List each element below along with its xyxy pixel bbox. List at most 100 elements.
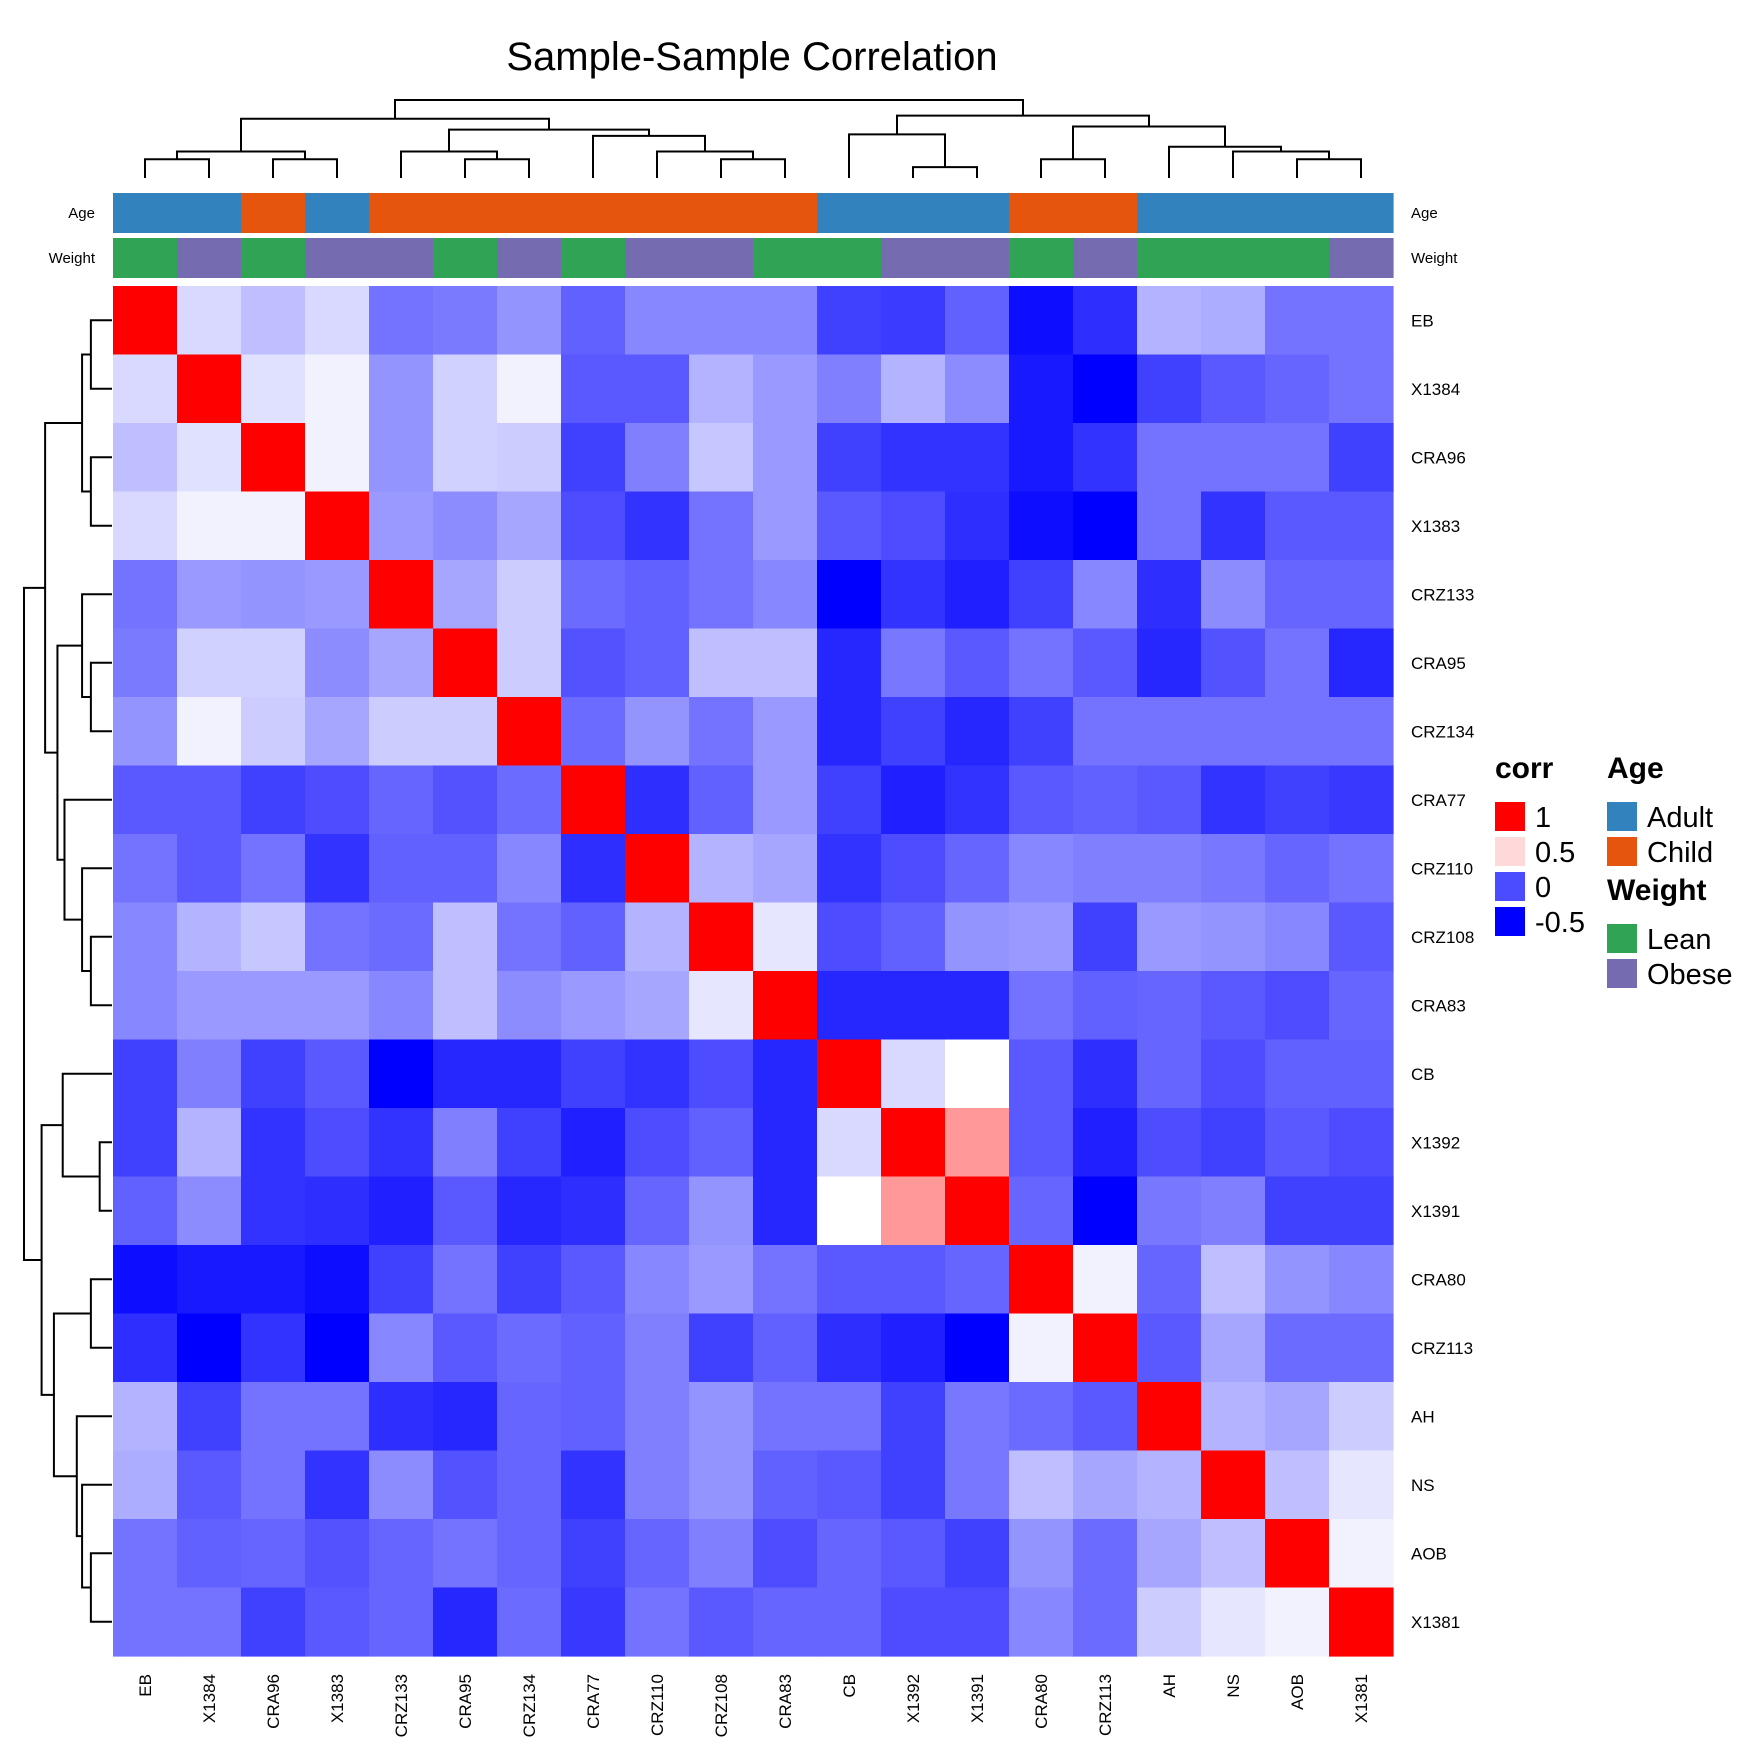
heatmap-cell [625, 628, 690, 698]
heatmap-cell [1073, 423, 1138, 493]
annotation-cell-weight [497, 238, 562, 278]
heatmap-cell [305, 1450, 370, 1520]
annotation-cell-age [241, 193, 306, 233]
heatmap-cell [1137, 491, 1202, 561]
heatmap-cell [1329, 971, 1394, 1041]
legend-swatch-obese [1607, 959, 1637, 988]
heatmap-cell [113, 1519, 178, 1589]
heatmap-cell [561, 1108, 626, 1178]
heatmap-cell [1009, 697, 1074, 767]
heatmap-cell [881, 902, 946, 972]
dendrogram-branch [44, 422, 83, 754]
dendrogram-branch [394, 99, 1024, 119]
heatmap-cell [177, 1313, 242, 1383]
heatmap-cell [881, 286, 946, 356]
heatmap-cell [305, 1313, 370, 1383]
heatmap-cell [1137, 560, 1202, 630]
heatmap-cell [177, 902, 242, 972]
heatmap-cell [881, 1176, 946, 1246]
heatmap-cell [177, 1176, 242, 1246]
annotation-cell-age [753, 193, 818, 233]
heatmap-cell [1329, 765, 1394, 835]
heatmap-cell [241, 1313, 306, 1383]
heatmap-cell [561, 560, 626, 630]
annotation-cell-weight [881, 238, 946, 278]
heatmap-cell [369, 286, 434, 356]
heatmap-cell [945, 765, 1010, 835]
dendrogram-branch [656, 150, 754, 178]
heatmap-cell [241, 1382, 306, 1452]
column-label: CRZ110 [648, 1674, 667, 1736]
heatmap-cell [177, 971, 242, 1041]
heatmap-cell [1265, 1039, 1330, 1109]
annotation-cell-age [1137, 193, 1202, 233]
heatmap-cell [625, 697, 690, 767]
heatmap-cell [1009, 354, 1074, 424]
heatmap-cell [881, 1108, 946, 1178]
column-label: X1383 [328, 1674, 347, 1723]
heatmap-cell [1201, 1587, 1266, 1657]
annotation-label-right: Age [1411, 205, 1438, 222]
heatmap-cell [689, 902, 754, 972]
heatmap-cell [113, 971, 178, 1041]
dendrogram-branch [1296, 158, 1362, 178]
heatmap-cells [113, 286, 1394, 1657]
heatmap-cell [1201, 834, 1266, 904]
heatmap-cell [1201, 560, 1266, 630]
heatmap-cell [561, 1039, 626, 1109]
heatmap-cell [945, 423, 1010, 493]
heatmap-cell [625, 560, 690, 630]
heatmap-cell [945, 1176, 1010, 1246]
dendrogram-branch [89, 456, 112, 527]
legend-label-corr: 0.5 [1535, 837, 1575, 869]
heatmap-cell [625, 1245, 690, 1315]
heatmap-cell [1009, 1519, 1074, 1589]
heatmap-cell [1329, 1587, 1394, 1657]
heatmap-cell [817, 423, 882, 493]
heatmap-cell [1073, 834, 1138, 904]
heatmap-cell [241, 765, 306, 835]
heatmap-cell [753, 423, 818, 493]
heatmap-cell [113, 765, 178, 835]
heatmap-cell [369, 560, 434, 630]
heatmap-cell [1265, 560, 1330, 630]
heatmap-cell [305, 834, 370, 904]
row-label: CRA96 [1411, 448, 1466, 467]
heatmap-cell [689, 1039, 754, 1109]
heatmap-cell [1009, 1245, 1074, 1315]
annotation-cell-age [1073, 193, 1138, 233]
heatmap-cell [817, 971, 882, 1041]
column-label: X1392 [904, 1674, 923, 1723]
heatmap-cell [881, 354, 946, 424]
heatmap-cell [561, 423, 626, 493]
heatmap-cell [1009, 1176, 1074, 1246]
heatmap-cell [1265, 765, 1330, 835]
heatmap-cell [1009, 834, 1074, 904]
heatmap-cell [561, 491, 626, 561]
heatmap-cell [689, 697, 754, 767]
heatmap-cell [881, 1450, 946, 1520]
heatmap-cell [113, 1450, 178, 1520]
heatmap-cell [945, 286, 1010, 356]
heatmap-cell [497, 1108, 562, 1178]
heatmap-cell [497, 1313, 562, 1383]
heatmap-cell [1073, 1176, 1138, 1246]
heatmap-cell [945, 1313, 1010, 1383]
heatmap-cell [1073, 1519, 1138, 1589]
heatmap-cell [1265, 1519, 1330, 1589]
heatmap-cell [369, 628, 434, 698]
heatmap-cell [1201, 1039, 1266, 1109]
heatmap-cell [177, 765, 242, 835]
heatmap-cell [113, 1382, 178, 1452]
heatmap-cell [817, 1313, 882, 1383]
heatmap-cell [689, 560, 754, 630]
heatmap-cell [689, 834, 754, 904]
heatmap-cell [1329, 1313, 1394, 1383]
heatmap-cell [689, 1245, 754, 1315]
legend-label-corr: 1 [1535, 802, 1551, 834]
heatmap-cell [113, 491, 178, 561]
row-label: CRZ133 [1411, 585, 1474, 604]
heatmap-cell [497, 1245, 562, 1315]
heatmap-cell [689, 1176, 754, 1246]
